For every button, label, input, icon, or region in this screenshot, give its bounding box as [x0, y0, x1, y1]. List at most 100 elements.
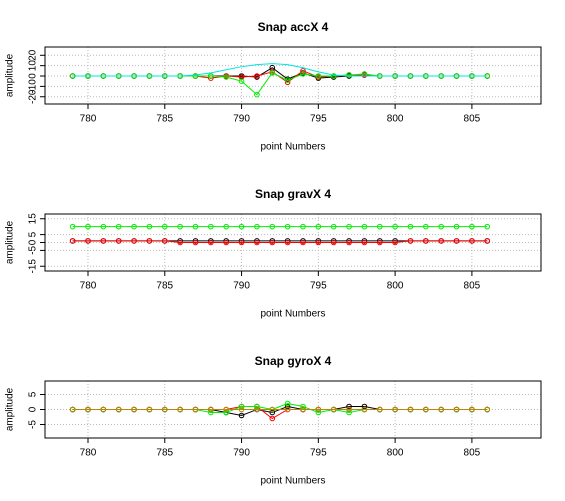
point	[284, 400, 291, 407]
point	[208, 73, 214, 79]
point	[361, 403, 368, 410]
point	[284, 239, 291, 246]
x-tick-label: 795	[310, 114, 327, 125]
point	[238, 78, 245, 84]
x-tick-label: 805	[464, 114, 481, 125]
point	[315, 223, 322, 230]
point	[223, 406, 230, 413]
point	[192, 73, 199, 79]
point	[100, 406, 107, 413]
point	[315, 406, 322, 413]
x-tick-label: 780	[80, 114, 97, 125]
x-tick-label: 800	[387, 448, 404, 459]
point	[438, 238, 444, 244]
point	[346, 406, 352, 413]
point	[223, 239, 230, 246]
point	[85, 406, 91, 413]
point	[238, 412, 245, 419]
x-axis-label: point Numbers	[260, 142, 325, 153]
point	[423, 223, 429, 230]
point	[146, 406, 153, 413]
point	[208, 223, 214, 230]
point	[330, 223, 337, 230]
point	[269, 223, 276, 230]
plot-frame	[44, 213, 542, 272]
point	[392, 223, 398, 230]
x-tick-label: 790	[233, 448, 250, 459]
point	[161, 238, 168, 244]
point	[300, 406, 306, 413]
x-tick-label: 785	[156, 448, 173, 459]
x-tick-label: 805	[464, 448, 481, 459]
point	[484, 238, 491, 244]
point	[300, 223, 306, 230]
point	[85, 223, 91, 230]
point	[300, 403, 306, 410]
x-tick-label: 800	[387, 281, 404, 292]
x-tick-label: 795	[310, 281, 327, 292]
point	[453, 238, 460, 244]
series-line	[72, 63, 488, 77]
point	[161, 223, 168, 230]
x-tick-label: 780	[80, 448, 97, 459]
y-tick-label: -10	[28, 79, 39, 94]
series-line	[72, 240, 488, 243]
point	[376, 223, 383, 230]
point	[330, 239, 337, 246]
x-tick-label: 785	[156, 281, 173, 292]
point	[269, 239, 276, 246]
point	[361, 239, 368, 246]
point	[284, 406, 291, 413]
point	[254, 403, 260, 410]
point	[392, 406, 398, 413]
y-tick-label: -15	[28, 259, 39, 274]
x-tick-label: 785	[156, 114, 173, 125]
x-tick-label: 780	[80, 281, 97, 292]
point	[407, 406, 414, 413]
point	[131, 238, 137, 244]
point	[69, 406, 76, 413]
point	[254, 406, 260, 413]
point	[146, 223, 153, 230]
plot-frame	[44, 46, 542, 105]
point	[361, 223, 368, 230]
point	[376, 406, 383, 413]
point	[346, 223, 352, 230]
plot-frame	[44, 380, 542, 439]
point	[69, 238, 76, 244]
point	[361, 406, 368, 413]
point	[484, 223, 491, 230]
point	[192, 239, 199, 246]
point	[392, 239, 398, 246]
point	[238, 223, 245, 230]
point	[238, 403, 245, 410]
point	[423, 406, 429, 413]
point	[100, 223, 107, 230]
point	[115, 238, 122, 244]
point	[269, 409, 276, 416]
y-tick-label: -20	[28, 89, 39, 104]
point	[346, 72, 352, 78]
y-tick-label: -5	[28, 420, 39, 429]
point	[254, 91, 260, 98]
y-axis-label: amplitude	[5, 53, 16, 97]
point	[115, 406, 122, 413]
y-tick-label: 0	[28, 406, 39, 412]
point	[346, 239, 352, 246]
point	[115, 223, 122, 230]
point	[469, 223, 475, 230]
point	[438, 223, 444, 230]
point	[469, 238, 475, 244]
series-line	[72, 406, 488, 420]
point	[161, 406, 168, 413]
point	[346, 403, 352, 410]
point	[300, 71, 306, 77]
point	[208, 406, 214, 413]
point	[484, 406, 491, 413]
y-tick-label: 20	[28, 49, 39, 61]
point	[300, 239, 306, 246]
point	[300, 68, 306, 74]
point	[192, 223, 199, 230]
point	[238, 239, 245, 246]
